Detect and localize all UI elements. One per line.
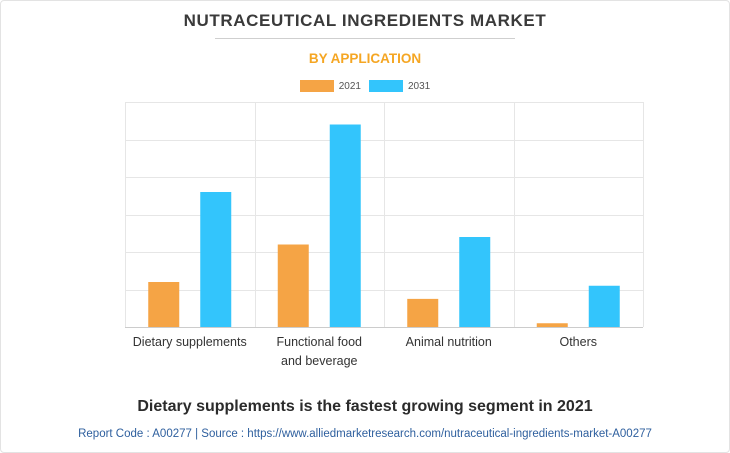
bar-2021-2 <box>407 298 439 327</box>
bar-2031-1 <box>329 124 361 327</box>
x-tick-label: Others <box>559 335 597 349</box>
legend-item-2031[interactable]: 2031 <box>369 80 430 92</box>
bar-2031-3 <box>588 285 620 327</box>
bar-2031-0 <box>200 192 232 327</box>
bar-2021-1 <box>277 244 309 327</box>
x-tick-label: Dietary supplements <box>133 335 247 349</box>
title-divider <box>215 38 515 39</box>
legend-swatch-2021 <box>299 80 334 92</box>
bar-2021-3 <box>536 323 568 327</box>
legend-swatch-2031 <box>369 80 403 92</box>
x-tick-label: Functional food <box>277 335 363 349</box>
x-tick-label: and beverage <box>281 354 358 368</box>
x-tick-label: Animal nutrition <box>406 335 492 349</box>
bar-2031-2 <box>459 237 491 327</box>
legend-label-2021: 2021 <box>338 80 361 92</box>
footer-headline: Dietary supplements is the fastest growi… <box>137 398 593 415</box>
legend-label-2031: 2031 <box>408 80 431 92</box>
chart-subtitle: BY APPLICATION <box>308 51 422 66</box>
chart-title: NUTRACEUTICAL INGREDIENTS MARKET <box>183 11 547 30</box>
legend-item-2021[interactable]: 2021 <box>299 80 361 92</box>
chart-legend: 2021 2031 <box>0 80 730 92</box>
footer-source[interactable]: Report Code : A00277 | Source : https://… <box>78 428 652 440</box>
bar-2021-0 <box>148 282 180 327</box>
